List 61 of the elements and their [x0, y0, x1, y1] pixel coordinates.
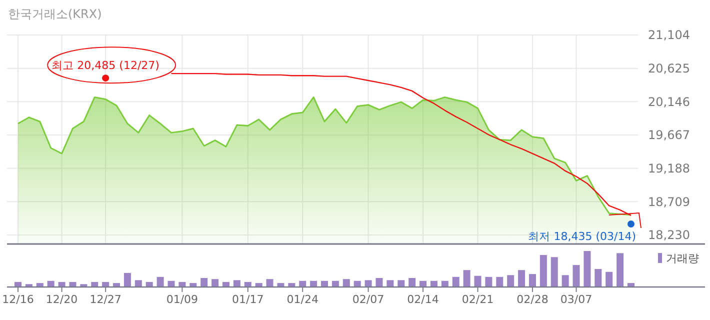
- y-tick-label: 20,146: [648, 94, 690, 109]
- y-tick-label: 20,625: [648, 62, 690, 76]
- bar: [124, 272, 131, 287]
- x-tick-label: 12/20: [46, 293, 78, 306]
- bar: [233, 280, 240, 287]
- x-tick-label: 01/17: [232, 293, 264, 306]
- y-tick-label: 19,667: [648, 128, 690, 142]
- x-tick-label: 12/16: [2, 293, 34, 306]
- bar: [212, 279, 219, 287]
- bar: [321, 280, 328, 287]
- bar: [386, 280, 394, 287]
- annotation: 최고 20,485 (12/27): [52, 59, 160, 72]
- bar: [616, 253, 624, 287]
- x-tick-label: 02/07: [352, 293, 384, 306]
- bar: [550, 257, 558, 287]
- bar: [441, 280, 448, 287]
- bar: [266, 279, 274, 287]
- bar: [364, 280, 372, 287]
- bar: [594, 269, 602, 287]
- bar: [518, 270, 526, 287]
- y-tick-label: 21,104: [648, 28, 690, 42]
- bar: [299, 280, 306, 287]
- bar: [156, 276, 164, 287]
- legend-label: 거래량: [666, 252, 699, 265]
- bar: [408, 278, 416, 287]
- bar: [485, 276, 492, 287]
- x-tick-label: 02/21: [462, 293, 494, 306]
- annotation: 최저 18,435 (03/14): [528, 230, 636, 243]
- bar: [606, 272, 613, 287]
- bar: [584, 251, 591, 287]
- x-tick-label: 12/27: [90, 293, 122, 306]
- bar: [430, 280, 438, 287]
- bar: [540, 254, 547, 287]
- bar: [47, 280, 54, 287]
- x-tick-label: 01/24: [286, 293, 318, 306]
- bar: [398, 280, 405, 287]
- bar: [200, 278, 208, 287]
- bar: [474, 276, 482, 287]
- bar: [528, 274, 536, 287]
- bar: [463, 270, 470, 287]
- y-tick-label: 19,188: [648, 162, 690, 176]
- x-tick-label: 03/07: [560, 293, 592, 306]
- y-tick-label: 18,709: [648, 194, 690, 209]
- bar: [562, 275, 569, 287]
- bar: [452, 276, 460, 287]
- x-tick-label: 02/14: [407, 293, 439, 306]
- bar: [496, 276, 504, 287]
- bar: [310, 280, 318, 287]
- chart-title: 한국거래소(KRX): [8, 7, 102, 21]
- bar: [332, 280, 339, 287]
- bar: [354, 280, 361, 287]
- x-tick-label: 02/28: [516, 293, 548, 306]
- bar: [168, 280, 175, 287]
- bar: [342, 279, 350, 287]
- y-tick-label: 18,230: [648, 228, 690, 242]
- bar: [507, 275, 514, 287]
- bar: [134, 280, 142, 287]
- bar: [420, 280, 427, 287]
- bar: [376, 278, 383, 287]
- x-tick-label: 01/09: [166, 293, 198, 306]
- bar: [572, 265, 580, 287]
